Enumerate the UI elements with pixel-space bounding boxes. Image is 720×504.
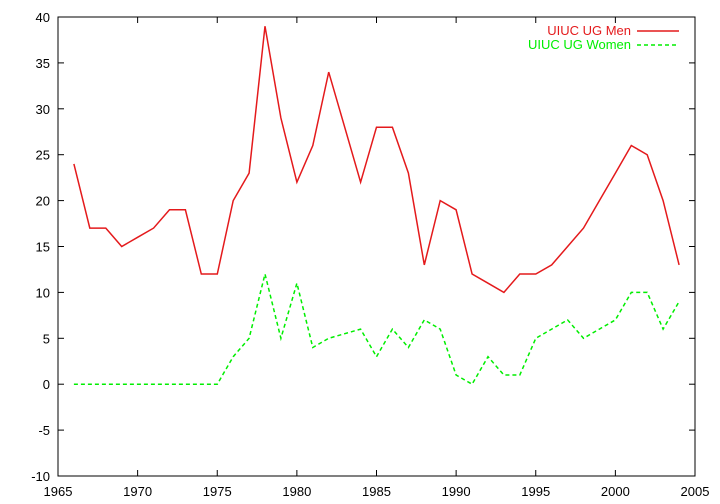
x-tick-label: 1970 — [123, 484, 152, 499]
y-tick-label: 40 — [36, 10, 50, 25]
y-tick-label: 30 — [36, 102, 50, 117]
y-tick-label: -5 — [38, 423, 50, 438]
y-tick-label: 25 — [36, 148, 50, 163]
x-tick-label: 2000 — [601, 484, 630, 499]
x-tick-label: 1985 — [362, 484, 391, 499]
y-tick-label: 20 — [36, 194, 50, 209]
y-tick-label: 5 — [43, 331, 50, 346]
series-line-0 — [73, 26, 680, 294]
y-tick-label: 15 — [36, 240, 50, 255]
y-tick-label: 0 — [43, 377, 50, 392]
plot-frame — [57, 16, 696, 477]
x-tick-label: 1990 — [442, 484, 471, 499]
x-tick-label: 1975 — [203, 484, 232, 499]
axis-ticks: 1965 1970 1975 1980 1985 1990 1995 2000 2005-10-… — [31, 10, 709, 499]
series-line-1 — [73, 273, 680, 386]
legend-label-0: UIUC UG Men — [547, 23, 631, 38]
legend-label-1: UIUC UG Women — [528, 37, 631, 52]
series-lines — [73, 26, 680, 386]
y-tick-label: 10 — [36, 285, 50, 300]
x-tick-label: 1965 — [44, 484, 73, 499]
y-tick-label: 35 — [36, 56, 50, 71]
y-tick-label: -10 — [31, 469, 50, 484]
x-tick-label: 1995 — [521, 484, 550, 499]
x-tick-label: 1980 — [282, 484, 311, 499]
x-tick-label: 2005 — [681, 484, 710, 499]
